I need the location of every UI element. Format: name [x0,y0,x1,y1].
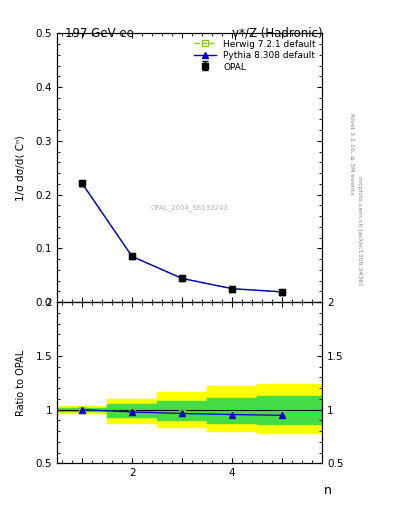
Y-axis label: 1/σ dσ/d⟨ Cⁿ⟩: 1/σ dσ/d⟨ Cⁿ⟩ [17,135,26,201]
Line: Pythia 8.308 default: Pythia 8.308 default [79,180,285,295]
Pythia 8.308 default [280,289,285,295]
Y-axis label: Ratio to OPAL: Ratio to OPAL [17,350,26,416]
Herwig 7.2.1 default [280,289,285,295]
Herwig 7.2.1 default [230,286,235,292]
Text: γ*/Z (Hadronic): γ*/Z (Hadronic) [231,27,322,39]
Pythia 8.308 default [180,275,184,282]
X-axis label: n: n [323,484,332,497]
Herwig 7.2.1 default [80,180,84,186]
Pythia 8.308 default [130,253,134,260]
Text: 197 GeV ee: 197 GeV ee [65,27,134,39]
Legend: Herwig 7.2.1 default, Pythia 8.308 default, OPAL: Herwig 7.2.1 default, Pythia 8.308 defau… [190,36,320,75]
Herwig 7.2.1 default [130,253,134,260]
Line: Herwig 7.2.1 default: Herwig 7.2.1 default [79,180,285,295]
Text: OPAL_2004_S6132243: OPAL_2004_S6132243 [151,205,229,211]
Pythia 8.308 default [230,286,235,292]
Herwig 7.2.1 default [180,275,184,282]
Text: mcplots.cern.ch [arXiv:1306.3436]: mcplots.cern.ch [arXiv:1306.3436] [357,176,362,285]
Text: Rivet 3.1.10, ≥ 3M events: Rivet 3.1.10, ≥ 3M events [349,113,354,195]
Pythia 8.308 default [80,180,84,186]
